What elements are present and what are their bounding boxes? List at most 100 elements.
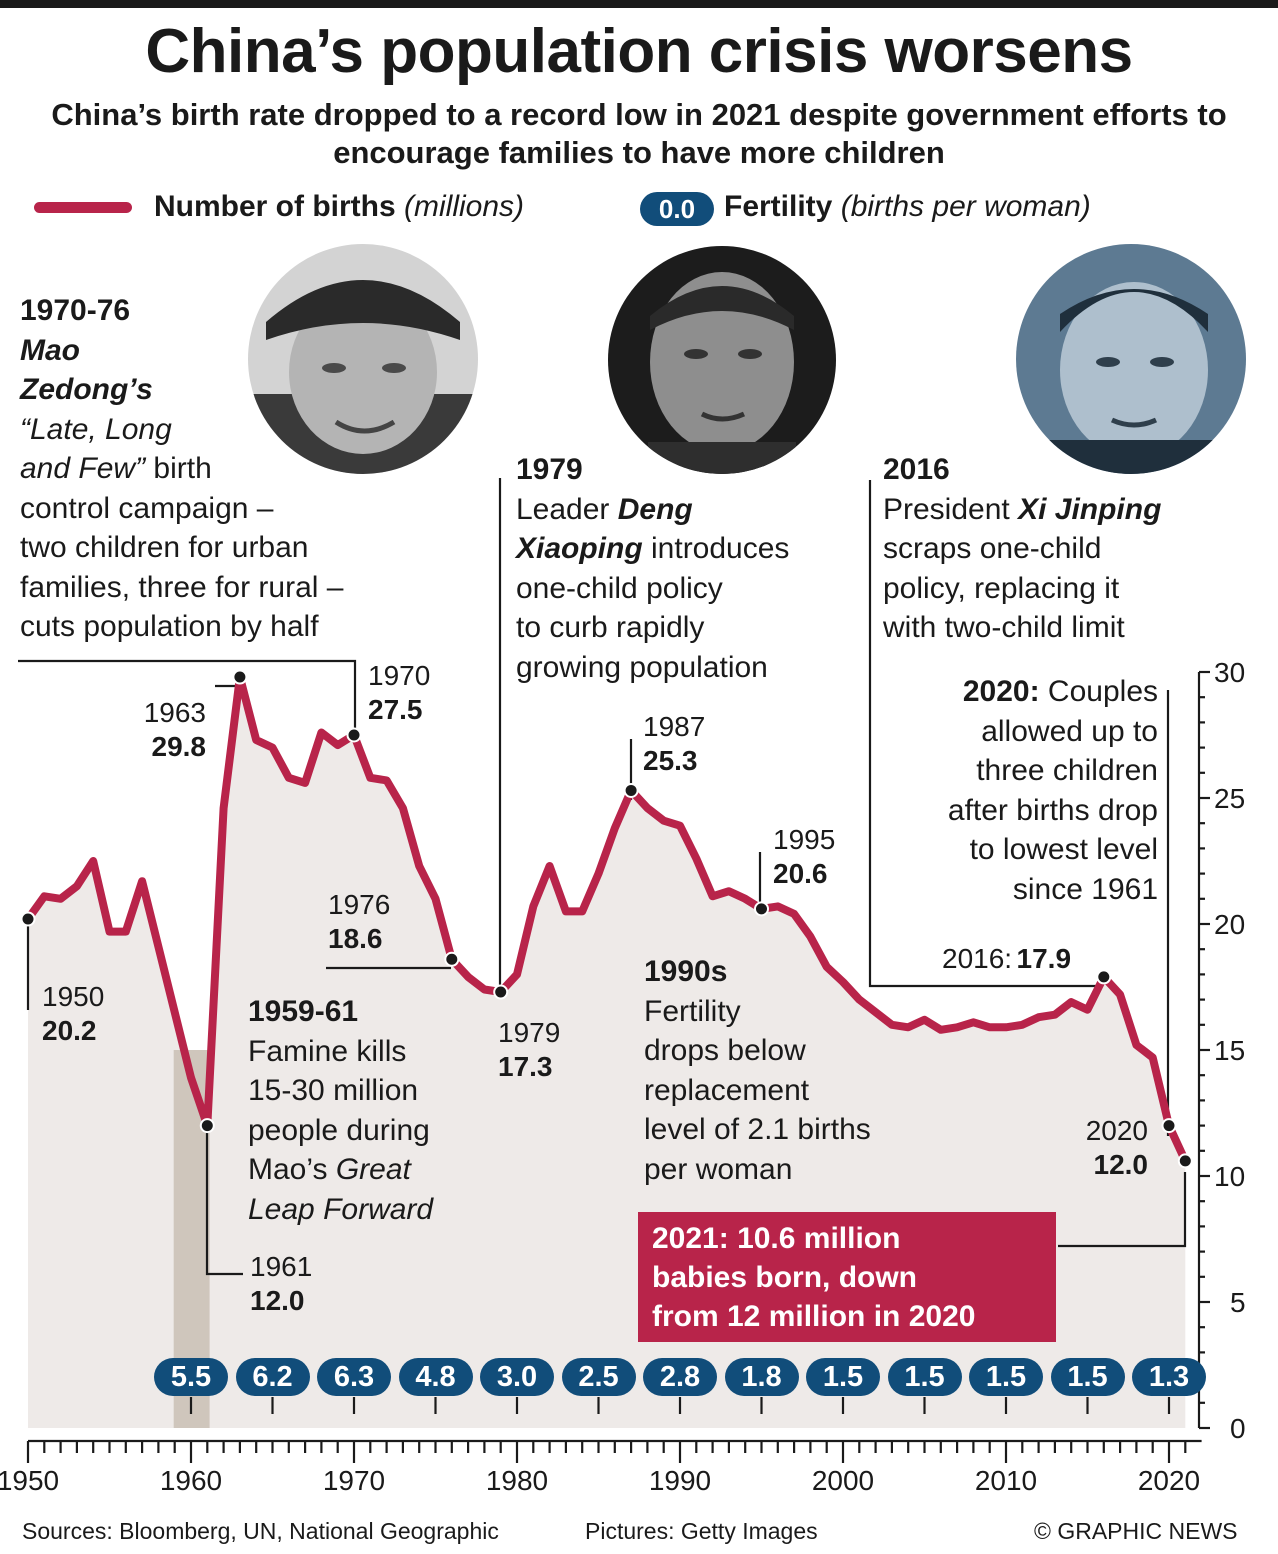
y-tick-label-30: 30 [1214, 657, 1246, 688]
deng-name-1: Deng [617, 492, 693, 526]
top-rule [0, 0, 1278, 8]
deng-head: 1979 [516, 453, 583, 486]
mao-name-2: Zedong’s [20, 373, 153, 406]
label-1950-year: 1950 [42, 981, 105, 1012]
y2020-line-a: allowed up to [981, 714, 1158, 748]
deng-line1-pre: Leader [516, 492, 618, 526]
footer-pictures: Pictures: Getty Images [585, 1518, 818, 1544]
births-point-1995 [754, 901, 769, 917]
births-point-1979 [493, 984, 509, 1000]
births-point-1950 [20, 911, 36, 927]
fertility-badge-2010: 1.5 [969, 1358, 1043, 1396]
deng-line2-rest: introduces [642, 532, 790, 565]
label-1987-year: 1987 [643, 711, 706, 742]
annotation-1990s: 1990s Fertility drops below replacement … [644, 952, 944, 1189]
connector-mao [18, 659, 357, 745]
mao-line3-rest: birth [145, 452, 212, 485]
x-tick-label-2010: 2010 [974, 1465, 1038, 1496]
births-line [24, 673, 1190, 1165]
legend-fertility: Fertility (births per woman) [724, 189, 1091, 225]
xi-line-c: with two-child limit [883, 611, 1125, 644]
label-2020: 2020 12.0 [1066, 1114, 1148, 1182]
y-tick-label-5: 5 [1230, 1287, 1246, 1318]
mao-line-a: control campaign – [20, 491, 274, 525]
label-1995-year: 1995 [773, 824, 836, 855]
births-point-1970 [346, 727, 362, 743]
label-1987: 1987 25.3 [643, 710, 705, 778]
xi-line-b: policy, replacing it [883, 571, 1120, 605]
famine-line4-italic: Great [335, 1153, 411, 1186]
label-1970-value: 27.5 [368, 694, 423, 725]
fertility-badge-1970: 6.3 [317, 1358, 391, 1396]
births-point-2021 [1177, 1153, 1193, 1169]
nineties-line-c: replacement [644, 1073, 810, 1107]
fertility-badge-2015: 1.5 [1050, 1358, 1125, 1396]
legend-fertility-unit: (births per woman) [840, 190, 1091, 223]
annotation-xi: 2016 President Xi Jinping scraps one-chi… [883, 450, 1263, 648]
y2020-line-e: since 1961 [1012, 872, 1158, 906]
mao-name-1: Mao [20, 333, 80, 367]
fertility-badge-1990: 2.8 [643, 1358, 717, 1396]
fertility-badge-2005: 1.5 [887, 1358, 962, 1396]
label-1970: 1970 27.5 [368, 659, 430, 727]
label-1963: 1963 29.8 [130, 696, 206, 764]
births-point-1976 [444, 951, 460, 967]
xi-line-a: scraps one-child [883, 532, 1102, 565]
x-tick-label-1990: 1990 [648, 1465, 712, 1496]
label-1970-year: 1970 [368, 660, 431, 691]
label-1995-value: 20.6 [773, 858, 828, 889]
chart-title: China’s population crisis worsens [145, 17, 1133, 86]
xi-line1-pre: President [883, 492, 1019, 526]
y-tick-label-0: 0 [1230, 1413, 1246, 1444]
deng-line-b: to curb rapidly [516, 611, 705, 644]
label-1979-year: 1979 [498, 1017, 561, 1048]
y-tick-label-15: 15 [1214, 1035, 1246, 1066]
nineties-line-e: per woman [644, 1152, 793, 1186]
famine-line-b: 15-30 million [248, 1074, 419, 1107]
footer-copyright: © GRAPHIC NEWS [1034, 1518, 1238, 1544]
connector-1961 [205, 1133, 243, 1276]
deng-line-c: growing population [516, 650, 768, 684]
mao-line-d: cuts population by half [20, 610, 319, 643]
fertility-badge-2020: 1.3 [1132, 1358, 1206, 1396]
deng-line-a: one-child policy [516, 571, 723, 605]
x-tick-label-1950: 1950 [0, 1465, 60, 1496]
label-1963-value: 29.8 [151, 731, 207, 762]
xi-name: Xi Jinping [1018, 492, 1162, 526]
label-1963-year: 1963 [143, 697, 206, 728]
y2020-head: 2020: [962, 675, 1040, 708]
label-1961: 1961 12.0 [250, 1250, 312, 1318]
annotation-mao: 1970-76 Mao Zedong’s “Late, Long and Few… [20, 291, 420, 647]
famine-line4-pre: Mao’s [248, 1153, 336, 1186]
legend-fertility-label: Fertility [724, 190, 833, 223]
y2020-line-d: to lowest level [969, 833, 1158, 866]
mao-line-b: two children for urban [20, 531, 309, 564]
legend-births: Number of births (millions) [154, 189, 524, 225]
label-2016-value: 17.9 [1016, 943, 1072, 974]
nineties-line-d: level of 2.1 births [644, 1113, 871, 1146]
births-point-2016 [1096, 969, 1112, 985]
legend-fertility-badge: 0.0 [640, 192, 714, 226]
fertility-badge-1995: 1.8 [724, 1358, 799, 1396]
y-tick-label-10: 10 [1214, 1161, 1246, 1192]
connector-xi [868, 480, 1102, 988]
y-tick-label-25: 25 [1214, 783, 1246, 814]
fertility-badge-1960: 5.5 [154, 1358, 228, 1396]
legend-births-swatch [34, 202, 132, 213]
xi-head: 2016 [883, 453, 950, 486]
x-tick-label-1980: 1980 [485, 1465, 549, 1496]
label-2016-year: 2016: [942, 943, 1013, 974]
y2020-line-c: after births drop [947, 793, 1158, 827]
nineties-head: 1990s [644, 955, 728, 988]
mao-portrait [248, 244, 478, 474]
label-1979-value: 17.3 [498, 1051, 553, 1082]
label-1979: 1979 17.3 [498, 1016, 560, 1084]
y2020-head-rest: Couples [1039, 675, 1158, 708]
famine-line-c: people during [248, 1113, 430, 1147]
births-point-1963 [232, 669, 248, 685]
footer-sources: Sources: Bloomberg, UN, National Geograp… [22, 1518, 499, 1544]
label-1950-value: 20.2 [42, 1015, 97, 1046]
mao-head: 1970-76 [20, 294, 131, 327]
fertility-badge-1980: 3.0 [480, 1358, 554, 1396]
label-1976-value: 18.6 [328, 923, 383, 954]
